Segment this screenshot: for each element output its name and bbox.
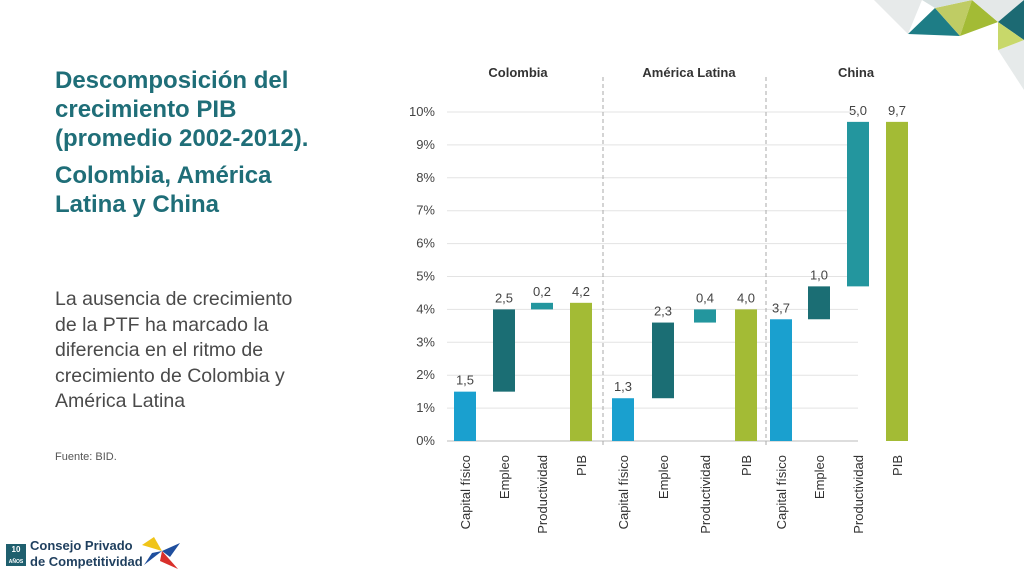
y-tick-label: 5%: [416, 269, 435, 284]
logo-text: Consejo Privado de Competitividad: [30, 538, 143, 570]
x-tick-label: PIB: [574, 455, 589, 476]
data-label: 2,3: [654, 304, 672, 319]
bar-empleo: [652, 322, 674, 399]
badge-number: 10: [11, 545, 21, 554]
bar-pib: [886, 121, 908, 442]
y-tick-label: 7%: [416, 203, 435, 218]
x-tick-label: Capital físico: [616, 455, 631, 529]
bar-capital: [612, 398, 634, 441]
y-tick-label: 8%: [416, 170, 435, 185]
x-tick-label: Empleo: [812, 455, 827, 499]
y-tick-label: 3%: [416, 334, 435, 349]
decorative-shapes-icon: [874, 0, 1024, 90]
y-tick-label: 4%: [416, 301, 435, 316]
x-tick-label: Capital físico: [774, 455, 789, 529]
slide-title: Descomposición del crecimiento PIB (prom…: [55, 66, 315, 219]
y-tick-label: 2%: [416, 367, 435, 382]
slide-title-line1: Descomposición del crecimiento PIB (prom…: [55, 67, 309, 152]
slide-description: La ausencia de crecimiento de la PTF ha …: [55, 288, 293, 412]
data-label: 1,0: [810, 267, 828, 282]
data-label: 2,5: [495, 290, 513, 305]
y-tick-label: 1%: [416, 400, 435, 415]
bar-empleo: [808, 286, 830, 320]
x-tick-label: Productividad: [851, 455, 866, 534]
logo-line1: Consejo Privado: [30, 538, 133, 553]
data-label: 4,0: [737, 290, 755, 305]
source-note: Fuente: BID.: [55, 451, 117, 463]
company-logo: 10 AÑOS Consejo Privado de Competitivida…: [6, 535, 206, 573]
star-logo-icon: [142, 537, 180, 569]
y-tick-label: 9%: [416, 137, 435, 152]
y-tick-label: 10%: [409, 104, 435, 119]
data-label: 0,4: [696, 290, 714, 305]
x-tick-label: Productividad: [698, 455, 713, 534]
slide-title-line2: Colombia, América Latina y China: [55, 162, 272, 218]
bar-capital: [454, 391, 476, 441]
bar-pib: [735, 309, 757, 441]
data-label: 9,7: [888, 103, 906, 118]
badge-label: AÑOS: [8, 559, 24, 565]
y-tick-label: 6%: [416, 236, 435, 251]
group-label: América Latina: [642, 65, 736, 80]
x-tick-label: Capital físico: [458, 455, 473, 529]
x-tick-label: Empleo: [656, 455, 671, 499]
data-label: 1,5: [456, 373, 474, 388]
x-tick-label: PIB: [890, 455, 905, 476]
data-label: 1,3: [614, 379, 632, 394]
group-label: Colombia: [488, 65, 548, 80]
bar-productividad: [531, 302, 553, 310]
bar-capital: [770, 319, 792, 441]
x-tick-label: Productividad: [535, 455, 550, 534]
x-tick-label: PIB: [739, 455, 754, 476]
anniversary-badge: 10 AÑOS: [6, 544, 26, 566]
data-label: 4,2: [572, 284, 590, 299]
bar-productividad: [694, 309, 716, 323]
data-label: 5,0: [849, 103, 867, 118]
bar-pib: [570, 302, 592, 441]
group-label: China: [838, 65, 875, 80]
growth-decomposition-chart: Colombia América Latina China 1,5 2,5 0,2 4,2…: [409, 65, 908, 534]
y-tick-label: 0%: [416, 433, 435, 448]
x-tick-label: Empleo: [497, 455, 512, 499]
data-label: 3,7: [772, 300, 790, 315]
data-label: 0,2: [533, 284, 551, 299]
bar-empleo: [493, 309, 515, 392]
logo-line2: de Competitividad: [30, 554, 143, 569]
bar-productividad: [847, 121, 869, 287]
